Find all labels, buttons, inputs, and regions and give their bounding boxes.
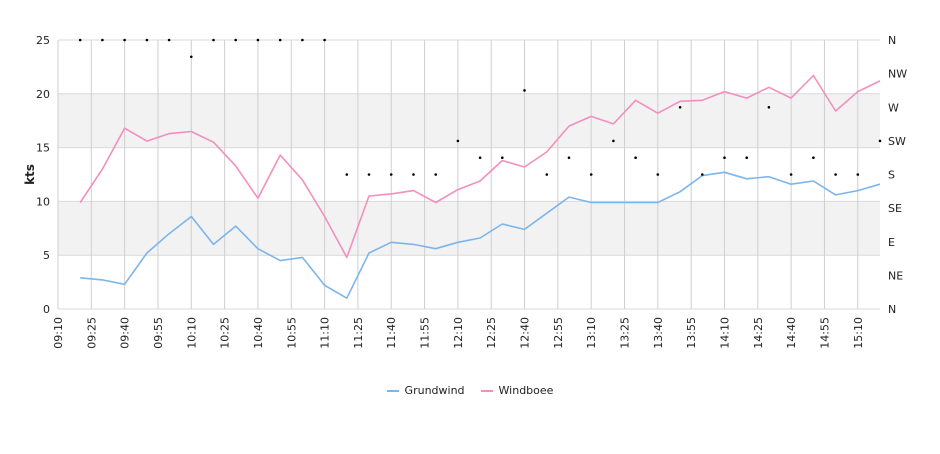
x-tick-label: 11:55: [419, 317, 432, 349]
y-tick-label: 0: [43, 303, 50, 316]
direction-dot: [812, 156, 815, 159]
legend-label-windboee: Windboee: [498, 384, 554, 397]
direction-dot: [412, 173, 415, 176]
direction-dot: [856, 173, 860, 176]
direction-dot: [656, 173, 660, 176]
direction-dot: [190, 55, 193, 59]
direction-dot: [723, 156, 726, 159]
series-line-grundwind: [80, 171, 881, 300]
x-tick-label: 12:40: [519, 317, 532, 349]
x-tick-label: 10:25: [219, 317, 232, 349]
legend-item-grundwind[interactable]: Grundwind: [386, 384, 465, 397]
x-tick-label: 10:55: [285, 317, 298, 349]
direction-dot: [389, 173, 393, 176]
y-tick-label: 25: [36, 34, 50, 47]
x-tick-label: 09:25: [85, 317, 98, 349]
direction-dot: [367, 173, 371, 176]
x-tick-label: 13:10: [585, 317, 598, 349]
x-tick-label: 09:40: [119, 317, 132, 349]
direction-dot: [789, 173, 793, 176]
direction-dot: [834, 173, 837, 176]
direction-dot: [301, 38, 304, 42]
y-tick-label: 10: [36, 195, 50, 208]
x-tick-label: 14:25: [752, 317, 765, 349]
direction-dot: [278, 38, 282, 42]
direction-dot: [545, 173, 549, 176]
series-line-windboee: [79, 74, 881, 259]
direction-dot: [589, 173, 593, 176]
plot-band: [58, 93, 880, 148]
y2-tick-label: SE: [888, 202, 902, 215]
direction-dot: [123, 38, 126, 42]
x-tick-label: 14:55: [818, 317, 831, 349]
direction-dot: [478, 156, 482, 159]
direction-dot: [878, 139, 882, 143]
legend-swatch-grundwind: [386, 389, 399, 392]
direction-dot: [567, 156, 571, 159]
direction-dot: [523, 89, 526, 92]
direction-dot: [323, 38, 326, 42]
x-tick-label: 12:25: [485, 317, 498, 349]
y2-tick-label: N: [888, 34, 896, 47]
legend-label-grundwind: Grundwind: [404, 384, 465, 397]
direction-dot: [167, 38, 171, 42]
direction-dot: [634, 156, 637, 159]
y2-tick-label: NW: [888, 68, 907, 81]
x-tick-label: 14:10: [718, 317, 731, 349]
x-tick-label: 11:40: [385, 317, 398, 349]
direction-dot: [345, 173, 349, 176]
x-tick-label: 09:10: [52, 317, 65, 349]
x-tick-label: 13:40: [652, 317, 665, 349]
y2-tick-label: E: [888, 236, 895, 249]
direction-dot: [434, 173, 438, 176]
direction-dot: [145, 38, 149, 42]
legend-item-windboee[interactable]: Windboee: [480, 384, 554, 397]
direction-dot: [612, 139, 615, 143]
y2-tick-label: S: [888, 169, 895, 182]
direction-dot: [501, 156, 504, 159]
legend: Grundwind Windboee: [0, 384, 940, 397]
y-tick-label: 5: [43, 249, 50, 262]
direction-dot: [678, 106, 682, 109]
y2-tick-label: W: [888, 101, 899, 114]
x-tick-label: 11:25: [352, 317, 365, 349]
y2-tick-label: SW: [888, 135, 906, 148]
y-tick-label: 15: [36, 142, 50, 155]
direction-dot: [101, 38, 104, 42]
x-tick-label: 14:40: [785, 317, 798, 349]
x-tick-label: 10:10: [185, 317, 198, 349]
direction-dot: [234, 38, 237, 42]
x-tick-label: 13:55: [685, 317, 698, 349]
x-tick-label: 12:55: [552, 317, 565, 349]
direction-dot: [745, 156, 748, 159]
y-tick-label: 20: [36, 88, 50, 101]
direction-dot: [256, 38, 260, 42]
y-axis-label: kts: [23, 164, 37, 185]
x-tick-label: 12:10: [452, 317, 465, 349]
legend-swatch-windboee: [480, 389, 493, 392]
direction-dot: [456, 139, 460, 143]
x-tick-label: 10:40: [252, 317, 265, 349]
y2-tick-label: N: [888, 303, 896, 316]
x-tick-label: 11:10: [319, 317, 332, 349]
x-tick-label: 09:55: [152, 317, 165, 349]
plot-band: [58, 201, 880, 256]
direction-dot: [78, 38, 82, 42]
direction-dot: [767, 106, 771, 109]
x-tick-label: 13:25: [619, 317, 632, 349]
x-tick-label: 15:10: [852, 317, 865, 349]
y2-tick-label: NE: [888, 269, 903, 282]
direction-dot: [701, 173, 704, 176]
direction-dot: [212, 38, 215, 42]
